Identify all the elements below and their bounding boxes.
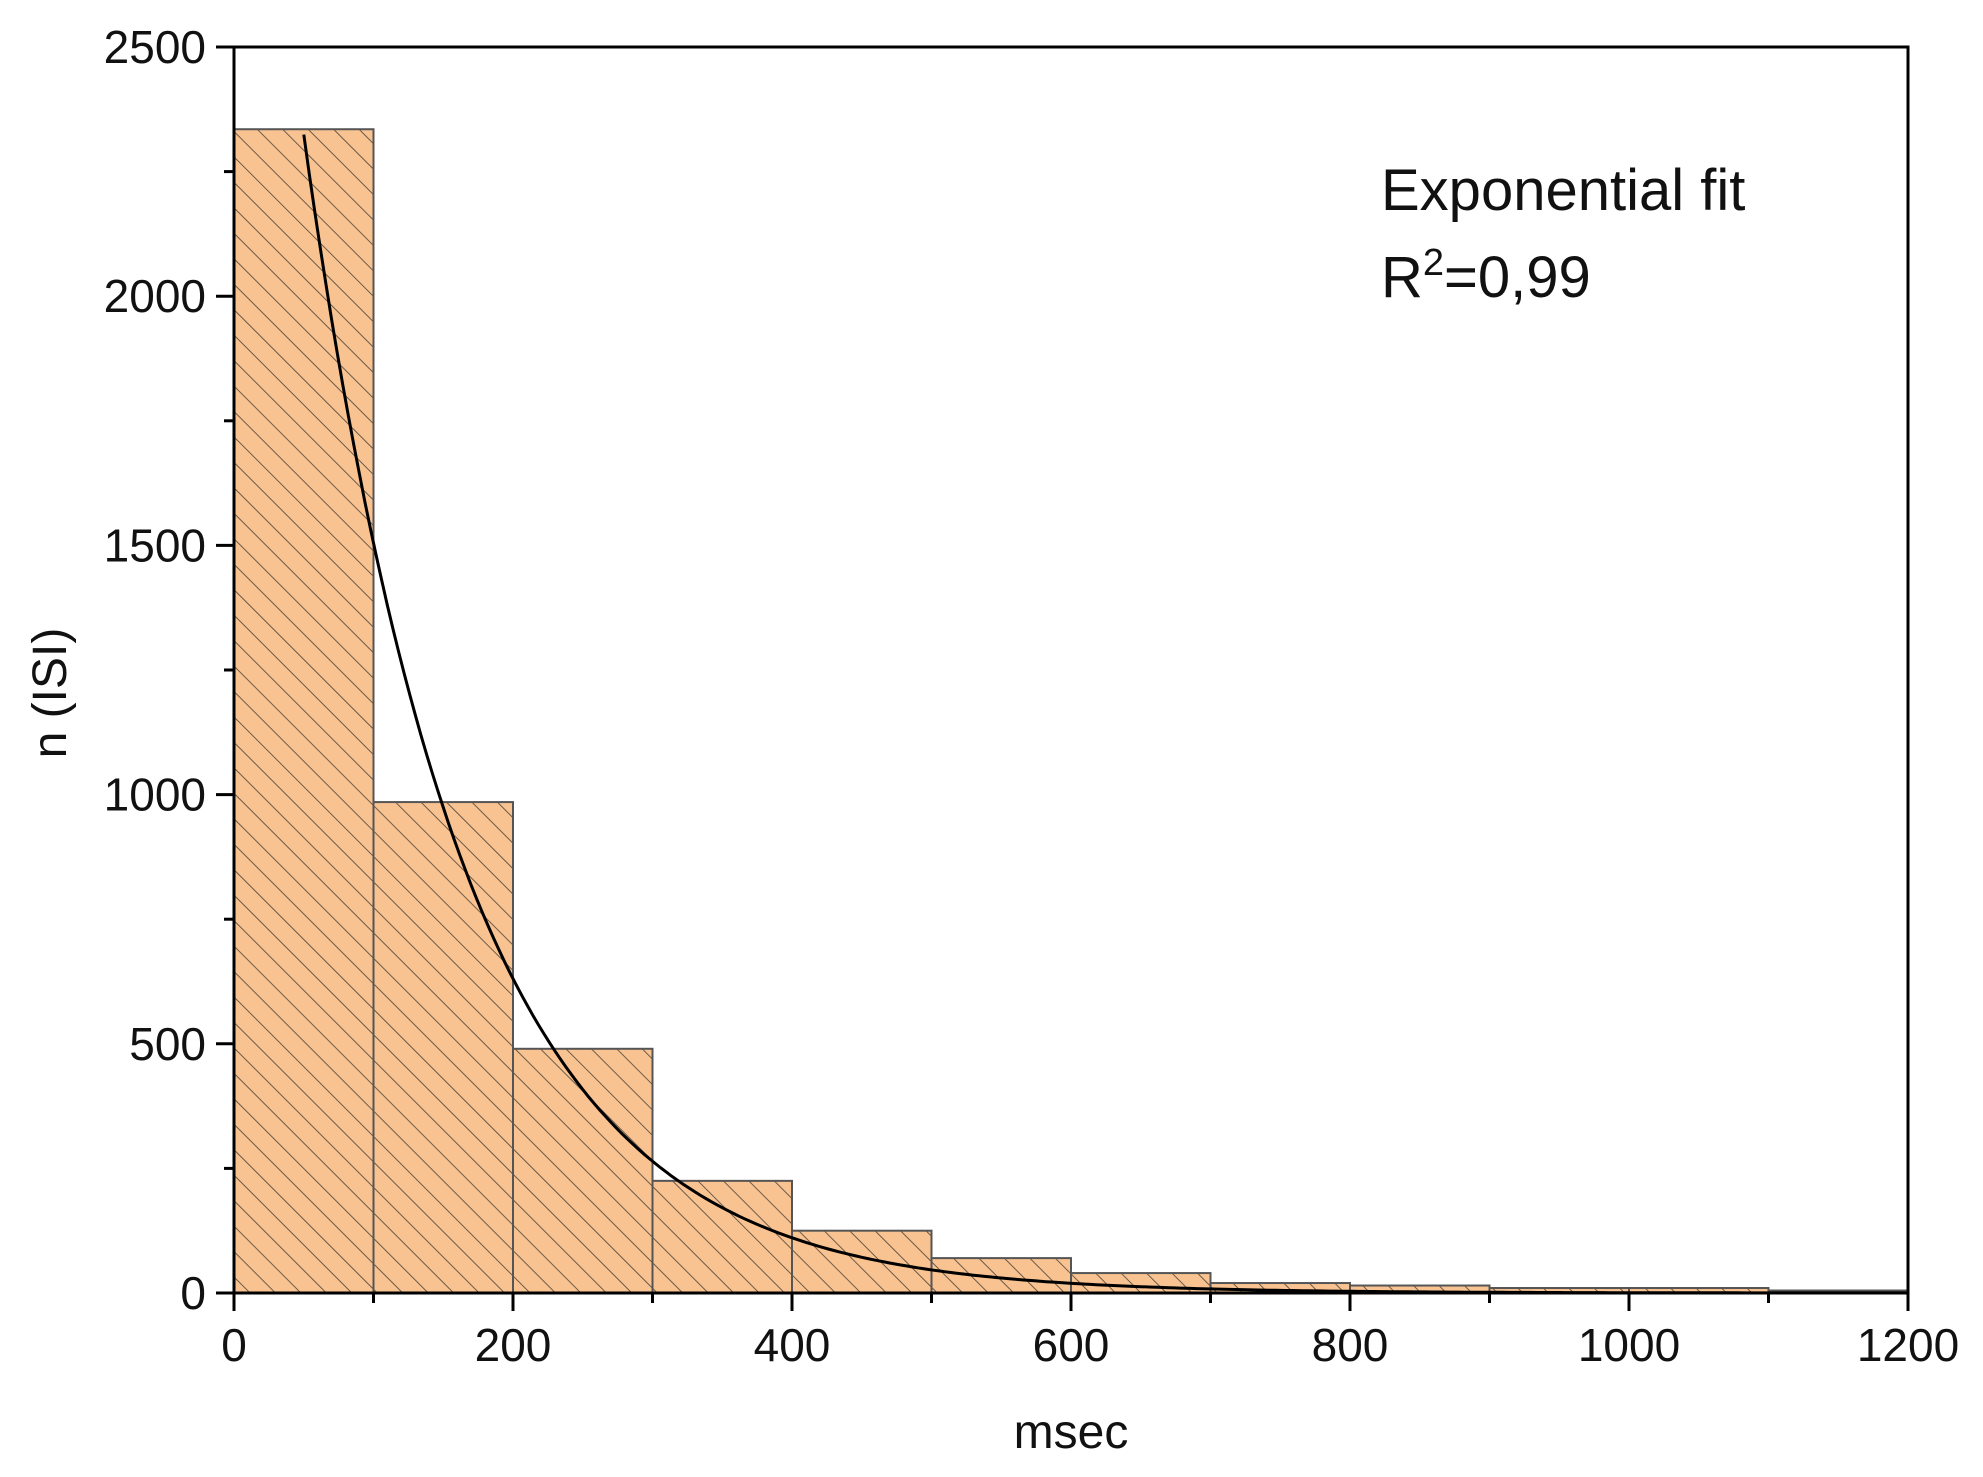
histogram-bar-1 xyxy=(233,128,375,1295)
x-tick-label: 800 xyxy=(1312,1319,1389,1371)
annotation-fit-type: Exponential fit xyxy=(1381,158,1745,223)
r-squared-symbol: R xyxy=(1381,245,1423,310)
y-tick-label: 2500 xyxy=(104,21,206,73)
y-axis-ticks: 0 500 1000 1500 2000 2500 xyxy=(104,21,234,1319)
x-tick-label: 200 xyxy=(475,1319,552,1371)
x-tick-label: 0 xyxy=(221,1319,247,1371)
x-tick-label: 400 xyxy=(754,1319,831,1371)
y-tick-label: 1000 xyxy=(104,769,206,821)
y-tick-label: 2000 xyxy=(104,270,206,322)
y-tick-label: 500 xyxy=(129,1018,206,1070)
x-tick-label: 600 xyxy=(1033,1319,1110,1371)
x-axis-ticks: 0 200 400 600 800 1000 1200 xyxy=(221,1293,1959,1371)
y-tick-label: 0 xyxy=(180,1267,206,1319)
histogram-bar-5 xyxy=(791,1229,933,1294)
r-squared-superscript: 2 xyxy=(1423,242,1444,284)
histogram-bars xyxy=(233,128,1909,1295)
y-tick-label: 1500 xyxy=(104,519,206,571)
y-axis-label: n (ISI) xyxy=(24,628,77,759)
histogram-bar-4 xyxy=(651,1179,793,1294)
r-squared-value: =0,99 xyxy=(1444,245,1591,310)
annotation-r-squared: R2=0,99 xyxy=(1381,242,1591,310)
x-tick-label: 1000 xyxy=(1578,1319,1680,1371)
histogram-bar-2 xyxy=(372,801,514,1294)
histogram-bar-3 xyxy=(512,1047,654,1295)
x-axis-label: msec xyxy=(1014,1406,1129,1459)
fit-annotation: Exponential fit R2=0,99 xyxy=(1381,158,1745,310)
histogram-bar-6 xyxy=(930,1257,1072,1295)
x-tick-label: 1200 xyxy=(1857,1319,1959,1371)
